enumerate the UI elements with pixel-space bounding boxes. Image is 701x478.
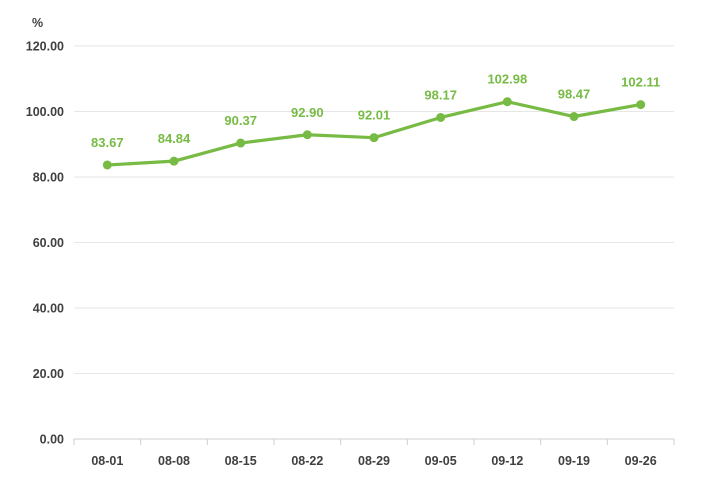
x-tick-label: 08-22 — [291, 454, 323, 468]
x-tick-label: 09-19 — [558, 454, 590, 468]
x-tick-label: 09-12 — [491, 454, 523, 468]
y-axis-ticks: 0.00 20.00 40.00 60.00 80.00 100.00 120.00 — [26, 40, 64, 447]
data-label: 102.98 — [487, 72, 527, 87]
x-tick-label: 08-01 — [91, 454, 123, 468]
data-point — [102, 160, 112, 170]
y-tick-label: 40.00 — [33, 302, 64, 316]
data-point — [169, 156, 179, 166]
data-point — [502, 97, 512, 107]
x-tick-label: 08-08 — [158, 454, 190, 468]
y-tick-label: 80.00 — [33, 171, 64, 185]
y-tick-label: 60.00 — [33, 236, 64, 250]
data-point — [436, 112, 446, 122]
x-tick-label: 09-26 — [625, 454, 657, 468]
y-axis-unit-label: % — [32, 16, 43, 30]
x-axis: 08-01 08-08 08-15 08-22 08-29 09-05 09-12 09-19… — [73, 438, 675, 468]
series-line-group — [102, 97, 646, 170]
y-tick-label: 20.00 — [33, 367, 64, 381]
y-tick-label: 100.00 — [26, 105, 64, 119]
data-label: 98.47 — [558, 87, 591, 102]
x-tick-label: 08-15 — [225, 454, 257, 468]
data-label: 92.01 — [358, 108, 391, 123]
data-label: 83.67 — [91, 135, 124, 150]
data-point — [569, 112, 579, 122]
data-label: 90.37 — [224, 113, 257, 128]
data-point — [369, 133, 379, 143]
x-tick-label: 09-05 — [425, 454, 457, 468]
gridlines — [74, 45, 674, 374]
data-label: 84.84 — [158, 131, 191, 146]
data-point — [302, 130, 312, 140]
data-labels: 83.67 84.84 90.37 92.90 92.01 98.17 102.98 98.4… — [91, 72, 660, 150]
y-tick-label: 120.00 — [26, 40, 64, 54]
data-point — [636, 100, 646, 110]
data-label: 102.11 — [621, 75, 660, 90]
data-label: 98.17 — [424, 87, 457, 102]
data-point — [236, 138, 246, 148]
x-tick-label: 08-29 — [358, 454, 390, 468]
y-tick-label: 0.00 — [40, 433, 64, 447]
data-label: 92.90 — [291, 105, 324, 120]
